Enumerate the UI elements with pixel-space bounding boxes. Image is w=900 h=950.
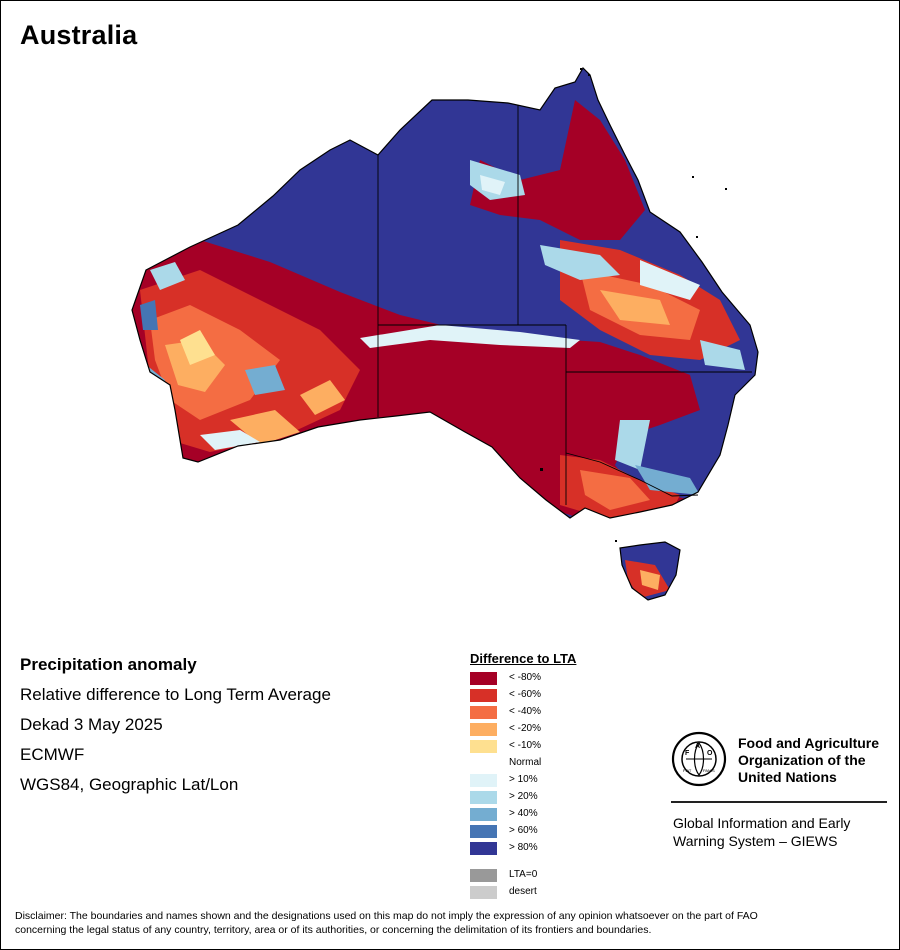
legend-item-label: > 40%: [509, 808, 538, 819]
legend-item-label: < -10%: [509, 740, 541, 751]
australia-map: [131, 67, 759, 601]
svg-text:PANIS: PANIS: [703, 768, 715, 773]
fao-name-line3: United Nations: [738, 769, 837, 785]
legend-extra-row: desert: [470, 884, 576, 901]
legend-extra-label: LTA=0: [509, 869, 538, 880]
legend-extra-swatch: [470, 886, 497, 899]
svg-text:F: F: [685, 750, 690, 757]
legend-item-label: > 20%: [509, 791, 538, 802]
fao-divider: [671, 801, 887, 803]
legend-item-label: Normal: [509, 757, 542, 768]
info-period: Dekad 3 May 2025: [20, 715, 163, 734]
legend-item-swatch: [470, 774, 497, 787]
legend-item-swatch: [470, 723, 497, 736]
fao-name-line2: Organization of the: [738, 752, 866, 768]
info-subtitle: Relative difference to Long Term Average: [20, 685, 331, 704]
disclaimer: Disclaimer: The boundaries and names sho…: [15, 909, 885, 937]
legend-item-label: < -40%: [509, 706, 541, 717]
info-source: ECMWF: [20, 745, 85, 764]
legend-title: Difference to LTA: [470, 651, 577, 666]
legend-item-swatch: [470, 672, 497, 685]
legend-item-swatch: [470, 757, 497, 770]
legend-item-swatch: [470, 825, 497, 838]
fao-name-line1: Food and Agriculture: [738, 735, 880, 751]
legend-item-swatch: [470, 740, 497, 753]
legend-item-row: < -20%: [470, 721, 576, 738]
legend-item-swatch: [470, 791, 497, 804]
map-title: Australia: [20, 20, 138, 50]
legend-item-swatch: [470, 706, 497, 719]
svg-text:FIAT: FIAT: [683, 768, 692, 773]
disclaimer-line1: Disclaimer: The boundaries and names sho…: [15, 910, 758, 922]
disclaimer-line2: concerning the legal status of any count…: [15, 924, 652, 936]
info-projection: WGS84, Geographic Lat/Lon: [20, 775, 239, 794]
legend-extra-swatch: [470, 869, 497, 882]
legend-item-label: < -20%: [509, 723, 541, 734]
giews-line2: Warning System – GIEWS: [673, 833, 838, 849]
fao-name: Food and Agriculture Organization of the…: [738, 735, 879, 786]
info-heading: Precipitation anomaly: [20, 655, 197, 674]
legend-item-swatch: [470, 808, 497, 821]
legend-item-row: > 60%: [470, 823, 576, 840]
legend-item-row: < -60%: [470, 687, 576, 704]
legend-item-swatch: [470, 689, 497, 702]
legend-item-row: > 20%: [470, 789, 576, 806]
legend-item-row: < -10%: [470, 738, 576, 755]
giews-line1: Global Information and Early: [673, 815, 851, 831]
legend-item-row: Normal: [470, 755, 576, 772]
legend-extra-label: desert: [509, 886, 537, 897]
svg-text:O: O: [707, 750, 713, 757]
map-info: Precipitation anomaly Relative differenc…: [20, 655, 331, 805]
legend: Difference to LTA < -80% < -60% < -40% < -2…: [470, 651, 576, 901]
legend-item-label: < -60%: [509, 689, 541, 700]
legend-item-label: < -80%: [509, 672, 541, 683]
fao-block: F A O FIAT PANIS Food and Agriculture Or…: [671, 731, 887, 849]
legend-item-row: > 80%: [470, 840, 576, 857]
legend-item-label: > 10%: [509, 774, 538, 785]
legend-item-label: > 60%: [509, 825, 538, 836]
legend-item-row: > 10%: [470, 772, 576, 789]
legend-item-row: < -40%: [470, 704, 576, 721]
legend-item-row: > 40%: [470, 806, 576, 823]
svg-text:A: A: [695, 743, 700, 750]
legend-item-row: < -80%: [470, 670, 576, 687]
legend-extra-row: LTA=0: [470, 867, 576, 884]
giews-name: Global Information and Early Warning Sys…: [673, 814, 850, 850]
fao-logo-icon: F A O FIAT PANIS: [671, 731, 727, 787]
legend-item-label: > 80%: [509, 842, 538, 853]
legend-item-swatch: [470, 842, 497, 855]
